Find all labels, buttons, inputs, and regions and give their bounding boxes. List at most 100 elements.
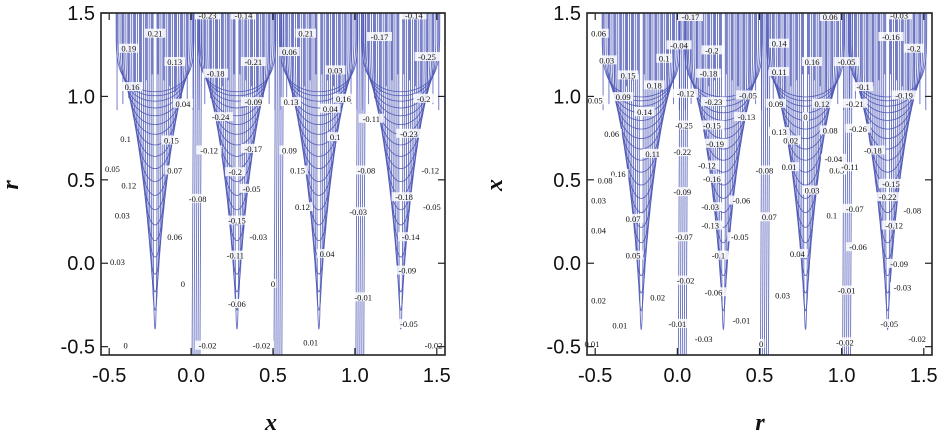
contour-label-bg xyxy=(759,212,780,222)
contour-label: 0.16 xyxy=(805,57,820,67)
contour-label: 0.06 xyxy=(167,232,182,242)
contour-line xyxy=(115,13,195,93)
contour-line xyxy=(681,13,685,355)
contour-label: -0.2 xyxy=(907,44,920,54)
contour-label: -0.19 xyxy=(895,90,913,100)
contour-line xyxy=(195,13,199,355)
contour-line xyxy=(683,13,763,98)
contour-label: -0.24 xyxy=(212,112,230,122)
contour-label-bg xyxy=(772,290,793,300)
contour-label: 0.1 xyxy=(120,134,131,144)
contour-label: -0.03 xyxy=(349,207,367,217)
contour-label-bg xyxy=(287,165,308,175)
contour-label-bg xyxy=(249,340,275,350)
contour-label-bg xyxy=(842,203,868,213)
contour-line xyxy=(152,13,158,330)
contour-label-bg xyxy=(601,128,622,138)
contour-label-bg xyxy=(358,113,384,123)
contour-label-bg xyxy=(673,275,699,285)
contour-line xyxy=(209,13,265,135)
contour-label: -0.05 xyxy=(880,319,898,329)
contour-label: 0.07 xyxy=(167,165,182,175)
contour-label-bg xyxy=(164,165,185,175)
contour-line xyxy=(205,13,269,117)
contour-label: -0.11 xyxy=(227,251,244,261)
contour-label: -0.21 xyxy=(846,99,864,109)
contour-label: -0.2 xyxy=(417,94,430,104)
contour-label-bg xyxy=(622,250,644,260)
contour-label: -0.17 xyxy=(682,12,700,22)
contour-line xyxy=(685,13,689,355)
contour-label: 0.16 xyxy=(611,169,626,179)
contour-line xyxy=(199,13,203,355)
contour-label-bg xyxy=(664,318,690,328)
contour-label-bg xyxy=(185,193,211,203)
contour-label-bg xyxy=(820,153,846,163)
contour-label-bg xyxy=(333,93,354,103)
contour-line xyxy=(273,13,277,355)
contour-label-bg xyxy=(316,248,338,258)
contour-line xyxy=(230,13,244,293)
contour-label-bg xyxy=(394,265,420,275)
contour-line xyxy=(314,13,324,311)
contour-label-bg xyxy=(634,107,655,117)
contour-label-bg xyxy=(733,112,759,122)
contour-label: -0.17 xyxy=(244,144,262,154)
contour-line xyxy=(883,13,893,312)
x-tick-label: 1.5 xyxy=(910,365,938,387)
contour-label-bg xyxy=(325,65,346,75)
contour-label-bg xyxy=(240,97,266,107)
contour-label-bg xyxy=(701,97,726,107)
contour-label-bg xyxy=(222,250,248,260)
contour-label: -0.1 xyxy=(712,251,725,261)
contour-label-bg xyxy=(279,145,300,155)
contour-label-bg xyxy=(396,318,422,328)
contour-label: -0.09 xyxy=(890,259,908,269)
contour-label-bg xyxy=(107,257,128,267)
contour-line xyxy=(848,13,851,355)
contour-label: -0.06 xyxy=(733,196,751,206)
contour-label: 0.07 xyxy=(626,214,641,224)
contour-label-bg xyxy=(904,333,930,343)
contour-label-bg xyxy=(596,55,617,65)
contour-line xyxy=(396,13,406,311)
contour-label-bg xyxy=(852,82,874,92)
contour-label: -0.03 xyxy=(249,232,267,242)
contour-label: -0.02 xyxy=(677,276,695,286)
contour-label: 0.05 xyxy=(829,165,844,175)
contour-label: -0.05 xyxy=(400,319,418,329)
contour-line xyxy=(601,13,681,98)
contour-line xyxy=(150,13,160,311)
contour-label: -0.16 xyxy=(882,32,900,42)
contour-label-bg xyxy=(751,165,777,175)
contour-label-bg xyxy=(279,47,300,57)
contour-line xyxy=(131,13,179,157)
contour-line xyxy=(144,13,166,258)
contour-label: -0.14 xyxy=(235,10,253,20)
x-tick-label: 0.0 xyxy=(663,365,691,387)
contour-label-bg xyxy=(413,93,434,103)
contour-label-bg xyxy=(414,52,440,62)
contour-line xyxy=(615,13,668,150)
contour-label: -0.13 xyxy=(737,112,755,122)
contour-label-bg xyxy=(671,232,697,242)
contour-label: 0.04 xyxy=(790,249,806,259)
contour-label: 0.01 xyxy=(303,337,318,347)
contour-label-bg xyxy=(417,165,443,175)
contour-line xyxy=(611,13,672,130)
contour-label: -0.21 xyxy=(244,57,262,67)
contour-label-bg xyxy=(834,57,860,67)
x-tick-label: 0.0 xyxy=(177,365,205,387)
contour-label: 0.12 xyxy=(295,202,310,212)
contour-label: 0.16 xyxy=(336,94,351,104)
contour-label-bg xyxy=(694,160,720,170)
contour-label: -0.06 xyxy=(705,287,723,297)
contour-label: 0.13 xyxy=(772,127,787,137)
contour-label: 0.04 xyxy=(320,249,336,259)
contour-label-bg xyxy=(224,298,250,308)
contour-label: 0.15 xyxy=(621,70,636,80)
contour-label-bg xyxy=(769,38,790,48)
contour-label: -0.03 xyxy=(701,202,719,212)
contour-label-bg xyxy=(891,90,917,100)
contour-label: -0.15 xyxy=(228,216,246,226)
